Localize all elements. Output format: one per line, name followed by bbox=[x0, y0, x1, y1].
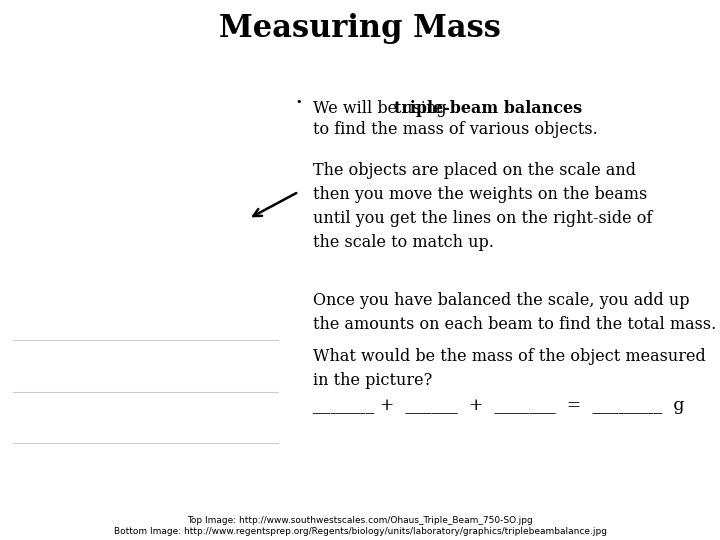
Text: Top Image: http://www.southwestscales.com/Ohaus_Triple_Beam_750-SO.jpg: Top Image: http://www.southwestscales.co… bbox=[187, 516, 533, 525]
Text: •: • bbox=[295, 97, 302, 107]
Text: Bottom Image: http://www.regentsprep.org/Regents/biology/units/laboratory/graphi: Bottom Image: http://www.regentsprep.org… bbox=[114, 526, 606, 536]
Text: triple-beam balances: triple-beam balances bbox=[395, 100, 582, 117]
Text: Measuring Mass: Measuring Mass bbox=[219, 13, 501, 44]
Text: What would be the mass of the object measured
in the picture?: What would be the mass of the object mea… bbox=[313, 348, 706, 389]
Text: Once you have balanced the scale, you add up
the amounts on each beam to find th: Once you have balanced the scale, you ad… bbox=[313, 292, 716, 333]
Text: The objects are placed on the scale and
then you move the weights on the beams
u: The objects are placed on the scale and … bbox=[313, 162, 652, 252]
Text: to find the mass of various objects.: to find the mass of various objects. bbox=[313, 122, 598, 138]
Text: We will be using: We will be using bbox=[313, 100, 452, 117]
Text: _______ +  ______  +  _______  =  ________  g: _______ + ______ + _______ = ________ g bbox=[313, 397, 685, 414]
